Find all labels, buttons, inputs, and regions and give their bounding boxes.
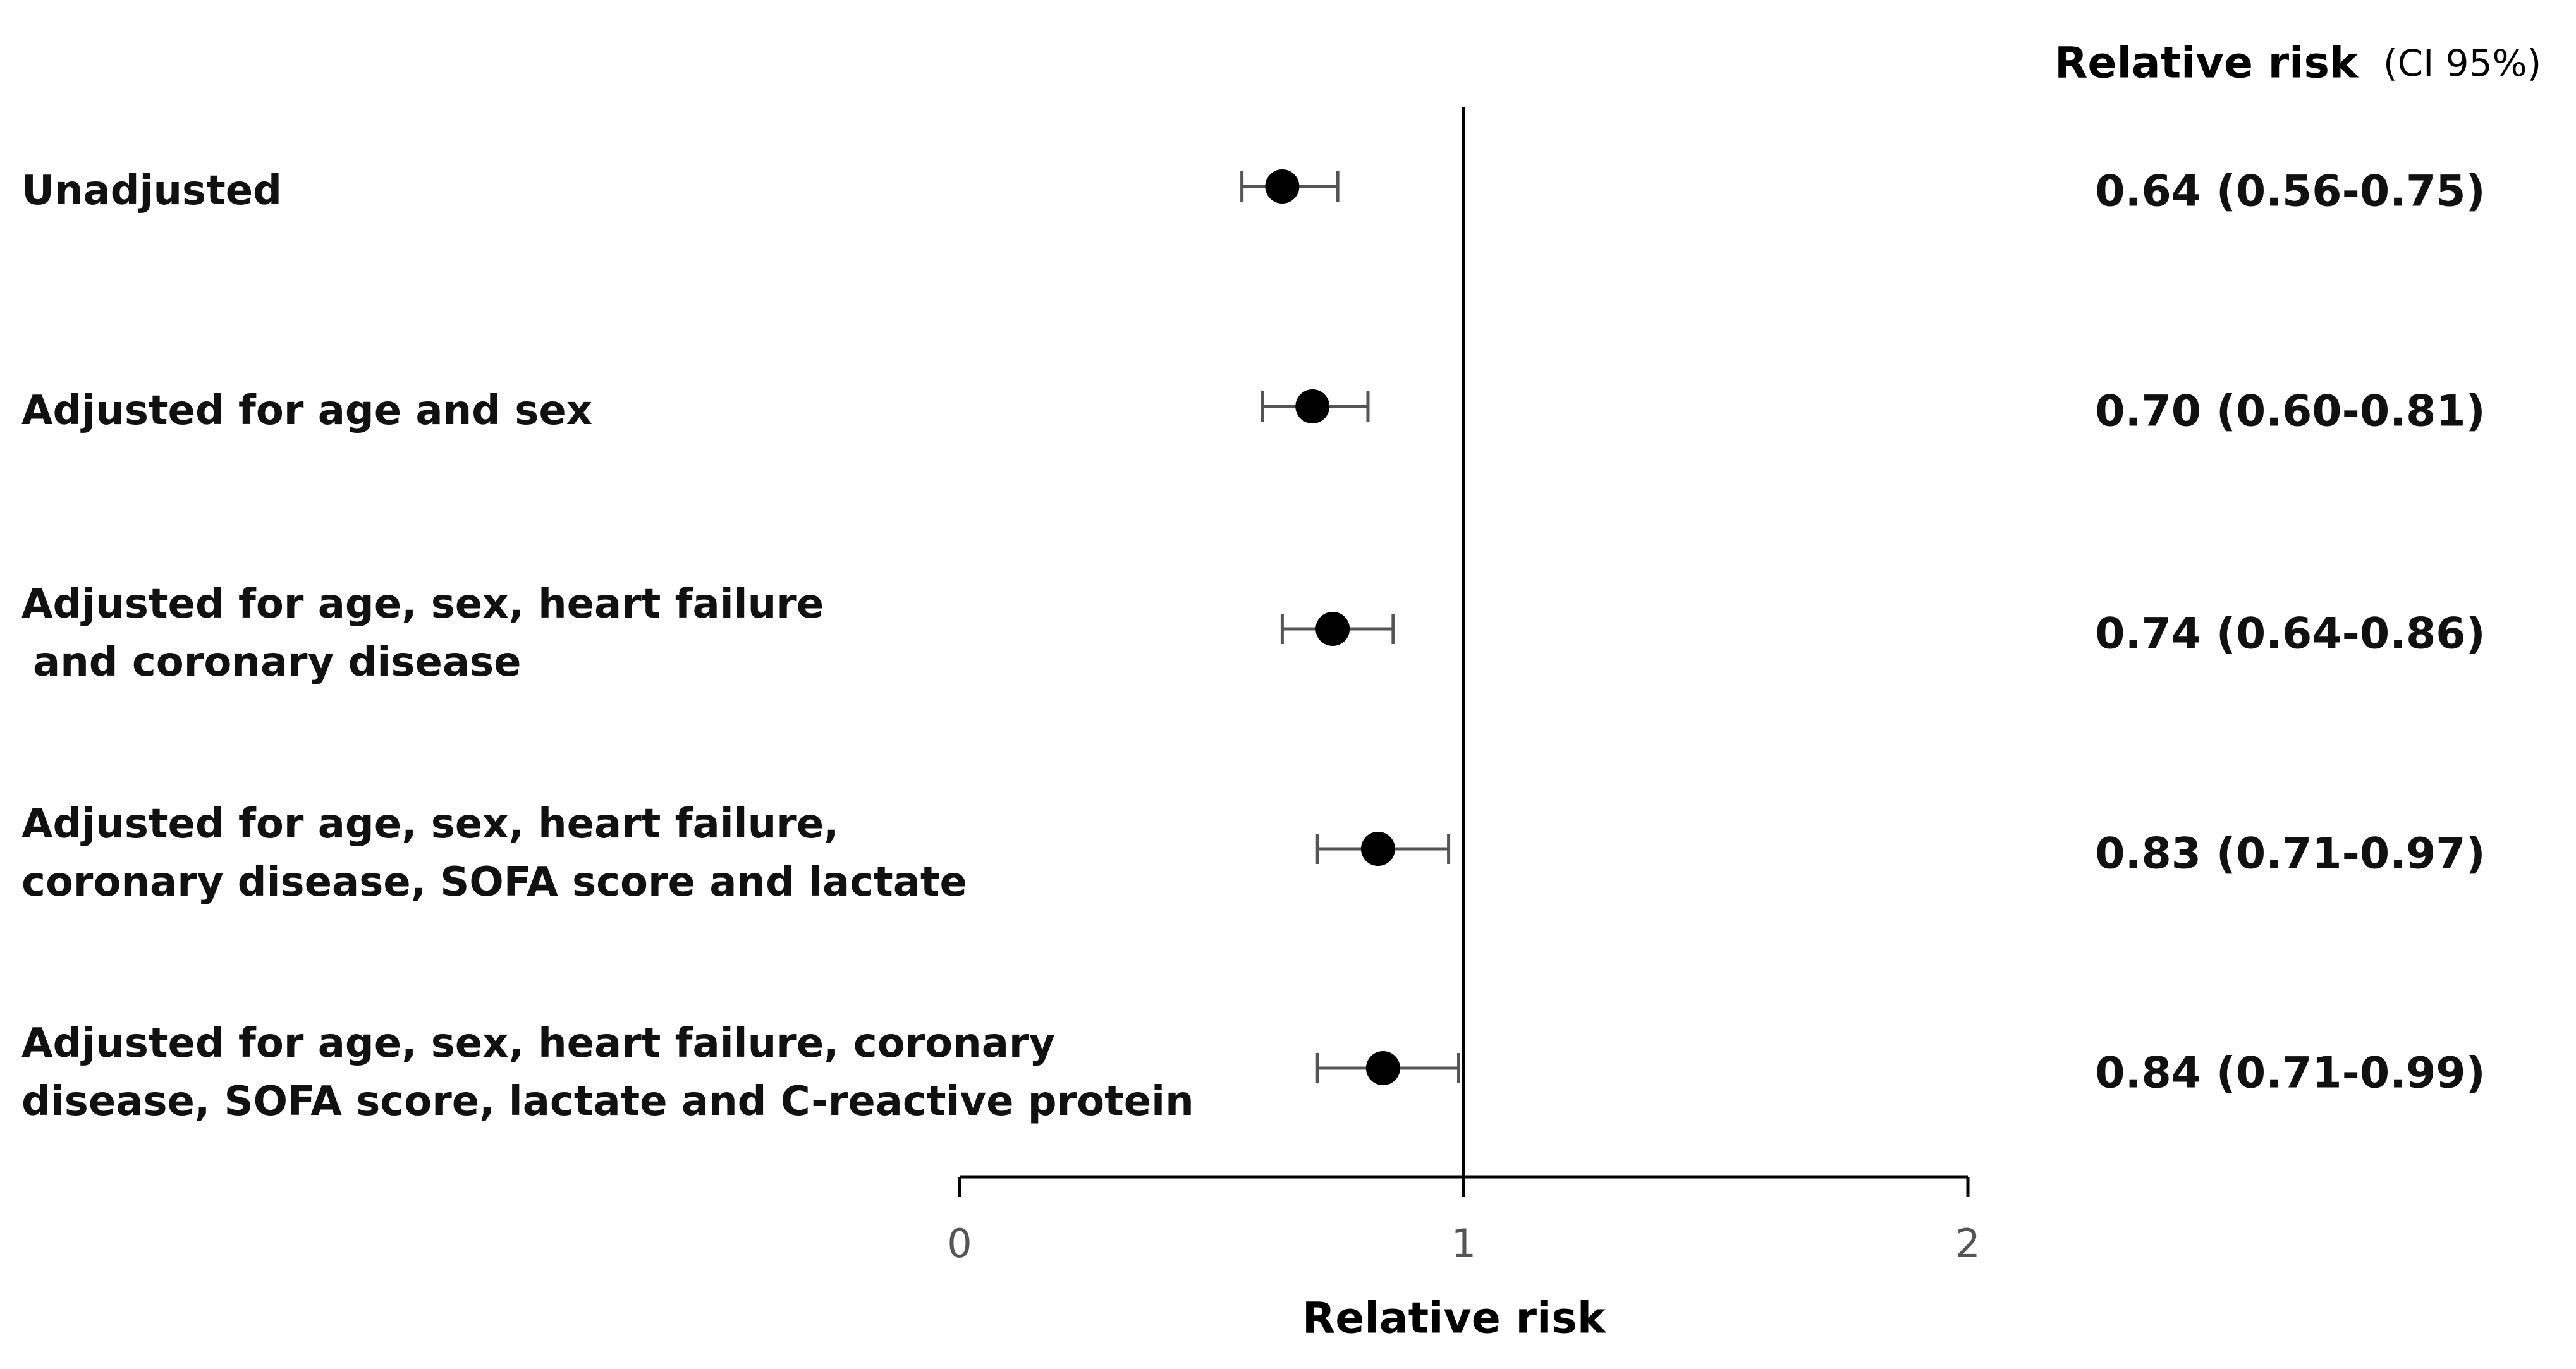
category-label: Adjusted for age and sex	[21, 387, 592, 434]
value-label: 0.84 (0.71-0.99)	[2095, 1049, 2485, 1098]
point	[1360, 832, 1395, 866]
category-label-line: Adjusted for age, sex, heart failure	[21, 581, 824, 628]
x-tick-label: 1	[1451, 1220, 1476, 1267]
category-label: Unadjusted	[21, 167, 282, 214]
value-label: 0.64 (0.56-0.75)	[2095, 167, 2485, 217]
value-label: 0.83 (0.71-0.97)	[2095, 829, 2485, 879]
category-label-line: Adjusted for age and sex	[21, 387, 592, 434]
value-label: 0.74 (0.64-0.86)	[2095, 609, 2485, 659]
value-label: 0.70 (0.60-0.81)	[2095, 387, 2485, 437]
category-label-line: and coronary disease	[33, 639, 522, 686]
category-label-line: Adjusted for age, sex, heart failure,	[21, 801, 839, 848]
category-label-line: Adjusted for age, sex, heart failure, co…	[21, 1020, 1055, 1067]
x-axis-label: Relative risk	[1302, 1294, 1607, 1344]
category-label-line: Unadjusted	[21, 167, 282, 214]
category-label-line: coronary disease, SOFA score and lactate	[21, 859, 967, 906]
header: Relative risk	[2054, 39, 2359, 88]
point	[1295, 389, 1330, 423]
category-label: Adjusted for age, sex, heart failure, co…	[21, 1020, 1194, 1125]
point	[1365, 1051, 1400, 1085]
point	[1315, 612, 1350, 646]
category-label: Adjusted for age, sex, heart failure, cor…	[21, 801, 967, 906]
x-tick-label: 0	[947, 1220, 972, 1267]
category-label-line: disease, SOFA score, lactate and C-react…	[21, 1078, 1194, 1125]
x-tick-label: 2	[1955, 1220, 1980, 1267]
header-note: (CI 95%)	[2383, 42, 2541, 85]
category-label: Adjusted for age, sex, heart failure and …	[21, 581, 824, 686]
point	[1265, 169, 1300, 204]
